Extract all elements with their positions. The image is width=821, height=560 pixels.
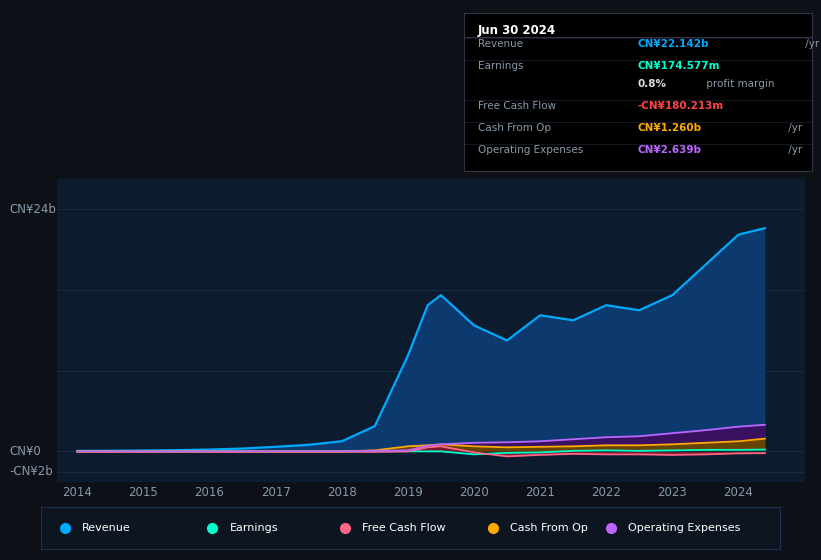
Text: Jun 30 2024: Jun 30 2024 <box>478 24 556 37</box>
Text: /yr: /yr <box>818 61 821 71</box>
Text: Free Cash Flow: Free Cash Flow <box>478 101 556 111</box>
Text: -CN¥180.213m: -CN¥180.213m <box>638 101 724 111</box>
Text: profit margin: profit margin <box>704 79 775 88</box>
Text: Free Cash Flow: Free Cash Flow <box>363 523 446 533</box>
Text: /yr: /yr <box>785 123 802 133</box>
Text: Operating Expenses: Operating Expenses <box>478 145 583 155</box>
Text: Revenue: Revenue <box>478 39 523 49</box>
Text: Cash From Op: Cash From Op <box>478 123 551 133</box>
Text: Earnings: Earnings <box>230 523 278 533</box>
Text: 0.8%: 0.8% <box>638 79 667 88</box>
Text: CN¥2.639b: CN¥2.639b <box>638 145 702 155</box>
Text: CN¥174.577m: CN¥174.577m <box>638 61 720 71</box>
Text: CN¥1.260b: CN¥1.260b <box>638 123 702 133</box>
Text: -CN¥2b: -CN¥2b <box>9 465 53 478</box>
Text: /yr: /yr <box>785 145 802 155</box>
Text: CN¥22.142b: CN¥22.142b <box>638 39 709 49</box>
Text: Earnings: Earnings <box>478 61 523 71</box>
Text: Cash From Op: Cash From Op <box>511 523 588 533</box>
Text: CN¥0: CN¥0 <box>9 445 41 458</box>
Text: CN¥24b: CN¥24b <box>9 203 56 216</box>
Text: /yr: /yr <box>801 39 819 49</box>
Text: Operating Expenses: Operating Expenses <box>629 523 741 533</box>
Text: Revenue: Revenue <box>82 523 131 533</box>
